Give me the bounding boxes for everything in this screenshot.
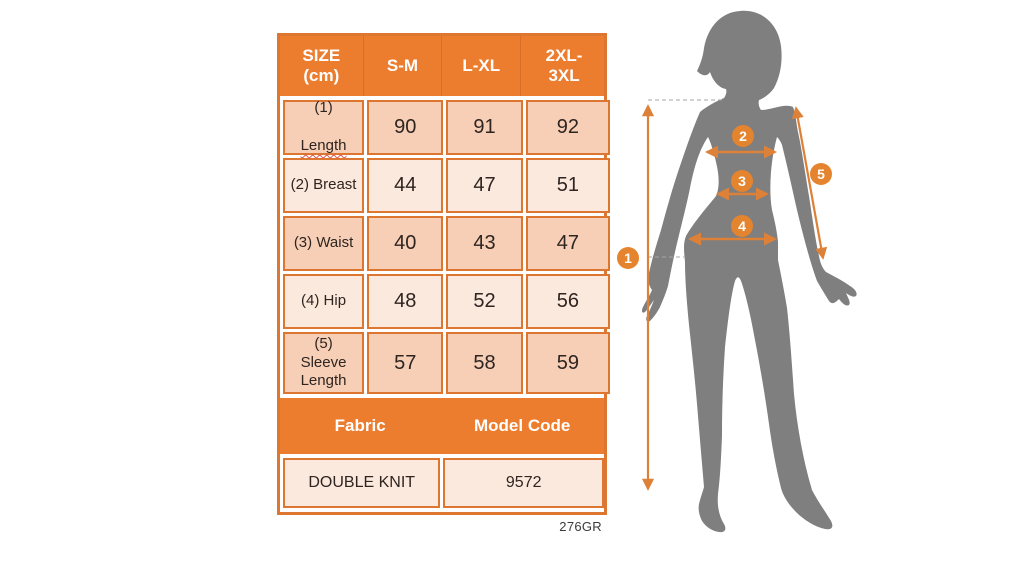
measurement-arrows (641, 104, 828, 491)
size-chart-table: SIZE (cm) S-M L-XL 2XL- 3XL (1) Length 9… (277, 33, 610, 515)
marker-5-badge: 5 (810, 163, 832, 185)
header-model-code: Model Code (474, 416, 571, 435)
value-sleeve-lxl: 58 (446, 332, 523, 394)
fabric-modelcode-value-row: DOUBLE KNIT 9572 (280, 454, 604, 512)
marker-4-badge: 4 (731, 215, 753, 237)
fabric-modelcode-header-row: Fabric Model Code (280, 398, 604, 454)
header-size-cm: SIZE (cm) (280, 36, 364, 96)
value-hip-2xl3xl: 56 (525, 274, 610, 329)
value-breast-lxl: 47 (446, 158, 523, 213)
row-label-length-word: Length (300, 136, 347, 154)
marker-2-label: 2 (739, 128, 747, 144)
row-label-hip: (4) Hip (283, 274, 365, 329)
weight-note: 276GR (559, 519, 602, 534)
measurement-figure: 1 2 3 4 5 (617, 10, 857, 533)
marker-3-label: 3 (738, 173, 746, 189)
header-size-2xl3xl: 2XL- 3XL (545, 46, 583, 85)
table-row-waist: (3) Waist 40 43 47 (283, 216, 610, 271)
value-sleeve-2xl3xl: 59 (525, 332, 610, 394)
row-label-sleeve-length: (5) Sleeve Length (283, 332, 365, 394)
row-label-breast: (2) Breast (283, 158, 365, 213)
marker-1-label: 1 (624, 250, 632, 266)
header-size-lxl: L-XL (442, 36, 522, 96)
value-waist-lxl: 43 (446, 216, 523, 271)
header-size-sm: S-M (364, 36, 443, 96)
value-waist-sm: 40 (367, 216, 444, 271)
table-row-sleeve-length: (5) Sleeve Length 57 58 59 (283, 332, 610, 394)
female-silhouette (641, 10, 857, 533)
value-breast-2xl3xl: 51 (525, 158, 610, 213)
table-row-length: (1) Length 90 91 92 (283, 99, 610, 155)
marker-5-label: 5 (817, 166, 825, 182)
value-waist-2xl3xl: 47 (525, 216, 610, 271)
value-length-2xl3xl: 92 (525, 100, 610, 155)
header-fabric: Fabric (334, 416, 386, 435)
table-row-hip: (4) Hip 48 52 56 (283, 274, 610, 329)
value-hip-lxl: 52 (446, 274, 523, 329)
model-code-value: 9572 (443, 458, 604, 508)
marker-3-badge: 3 (731, 170, 753, 192)
value-sleeve-sm: 57 (367, 332, 444, 394)
value-length-lxl: 91 (446, 100, 523, 155)
sleeve-measure-arrow (791, 106, 828, 260)
reference-dashed-lines (648, 99, 722, 258)
row-label-waist: (3) Waist (283, 216, 365, 271)
value-length-sm: 90 (367, 100, 444, 155)
size-chart-body: (1) Length 90 91 92 (2) Breast 44 47 51 … (280, 96, 610, 398)
size-chart-header-row: SIZE (cm) S-M L-XL 2XL- 3XL (280, 36, 604, 96)
measurement-badges: 1 2 3 4 5 (617, 125, 832, 269)
value-breast-sm: 44 (367, 158, 444, 213)
row-label-length: (1) Length (283, 99, 365, 155)
fabric-value: DOUBLE KNIT (283, 458, 441, 508)
marker-1-badge: 1 (617, 247, 639, 269)
value-hip-sm: 48 (367, 274, 444, 329)
table-row-breast: (2) Breast 44 47 51 (283, 158, 610, 213)
row-label-length-text: (1) Length (301, 99, 347, 155)
marker-2-badge: 2 (732, 125, 754, 147)
marker-4-label: 4 (738, 218, 746, 234)
row-label-length-number: (1) (314, 99, 333, 117)
